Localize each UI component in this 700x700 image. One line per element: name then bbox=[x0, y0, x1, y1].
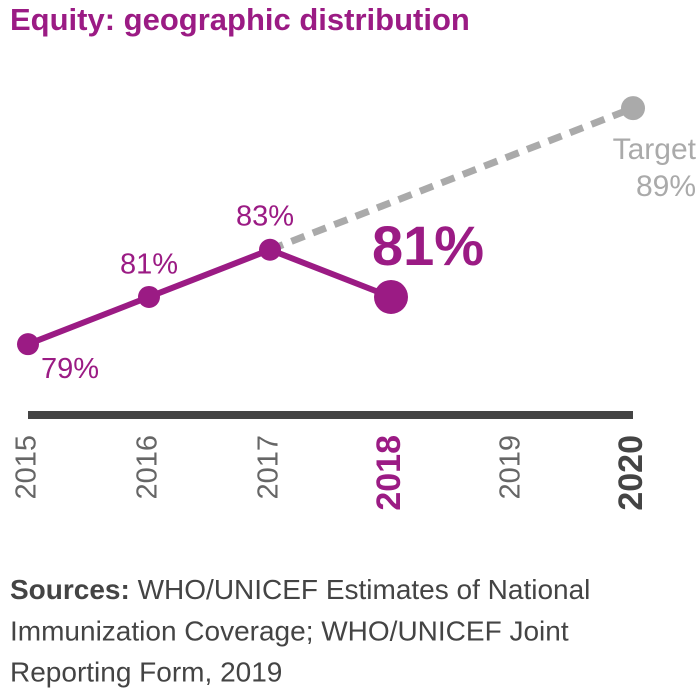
x-tick-label: 2018 bbox=[370, 435, 408, 511]
sources-text: WHO/UNICEF Estimates of National bbox=[138, 574, 591, 605]
target-line bbox=[268, 104, 635, 254]
data-line bbox=[26, 246, 393, 347]
x-tick-label: 2020 bbox=[612, 435, 650, 511]
sources-line: Sources: WHO/UNICEF Estimates of Nationa… bbox=[10, 574, 590, 605]
x-tick-label: 2019 bbox=[495, 435, 527, 500]
sources-text: Reporting Form, 2019 bbox=[10, 656, 282, 687]
data-point bbox=[621, 96, 645, 121]
value-label: 79% bbox=[41, 353, 99, 385]
target-name: Target bbox=[613, 133, 697, 166]
x-tick-label: 2015 bbox=[11, 435, 43, 500]
x-tick-label: 2017 bbox=[253, 435, 285, 500]
value-label: 83% bbox=[236, 200, 294, 232]
data-point bbox=[374, 279, 408, 314]
data-point bbox=[17, 333, 39, 356]
data-point bbox=[259, 238, 281, 261]
value-label: 81% bbox=[120, 249, 178, 281]
x-tick-label: 2016 bbox=[132, 435, 164, 500]
data-point bbox=[138, 285, 160, 308]
sources-label: Sources: bbox=[10, 574, 130, 605]
value-label: 89% bbox=[636, 170, 696, 203]
chart-title: Equity: geographic distribution bbox=[10, 2, 470, 37]
sources-text: Immunization Coverage; WHO/UNICEF Joint bbox=[10, 615, 569, 646]
value-label: 81% bbox=[372, 214, 484, 277]
